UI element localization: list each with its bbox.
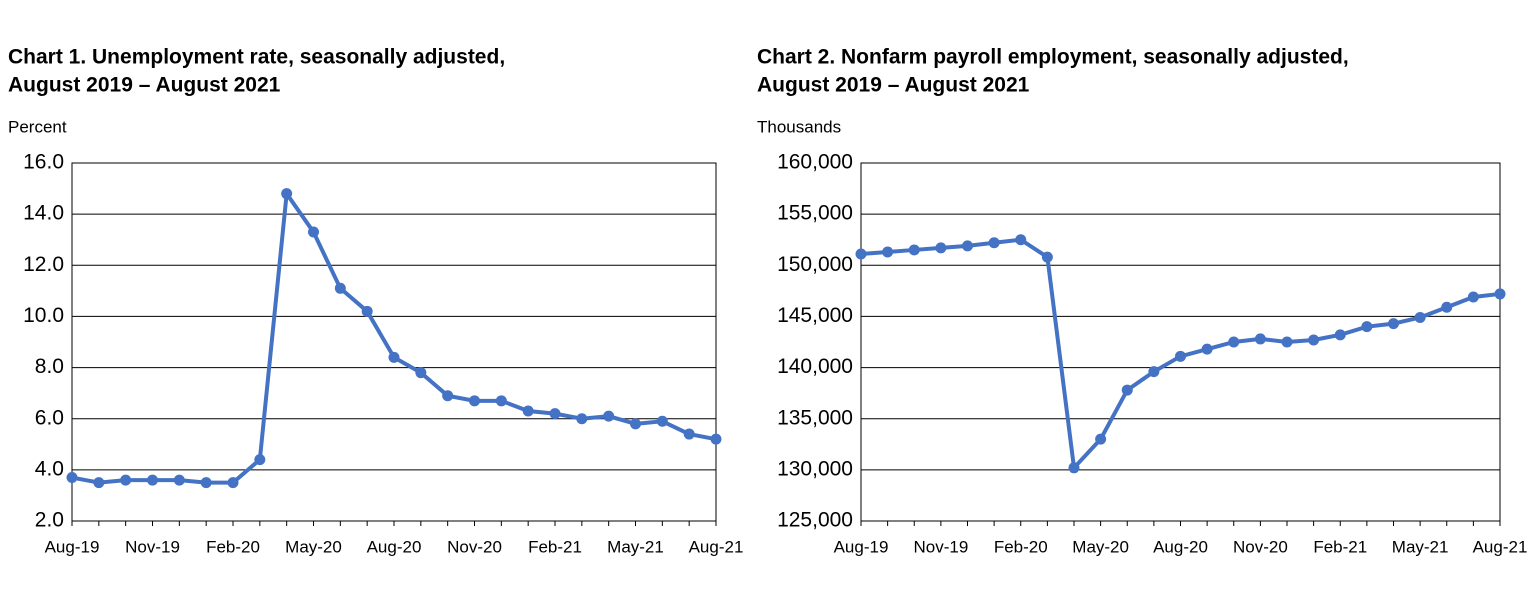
y-tick-label: 130,000 [777, 457, 853, 480]
data-point [710, 433, 722, 445]
y-tick-label: 135,000 [777, 406, 853, 429]
data-point [1334, 329, 1346, 341]
data-point [962, 240, 973, 252]
y-tick-label: 14.0 [23, 202, 64, 225]
y-tick-label: 145,000 [777, 304, 853, 327]
data-point [93, 477, 105, 489]
data-point [576, 413, 588, 425]
x-tick-label: Aug-21 [1473, 537, 1528, 556]
data-point [522, 405, 534, 417]
y-tick-label: 125,000 [777, 509, 853, 532]
data-point [656, 415, 668, 427]
y-tick-label: 16.0 [23, 151, 64, 174]
data-point [1148, 366, 1160, 378]
data-point [173, 474, 185, 486]
x-tick-label: Aug-20 [367, 537, 422, 556]
data-point [1121, 384, 1133, 396]
data-point [66, 472, 78, 484]
data-point [1068, 462, 1080, 474]
data-point [683, 428, 695, 440]
plot-frame [71, 162, 717, 522]
y-tick-label: 12.0 [23, 253, 64, 276]
data-point [227, 477, 239, 489]
data-point [603, 410, 615, 422]
data-point [334, 282, 346, 294]
data-point [1308, 334, 1320, 346]
x-tick-label: May-21 [1392, 537, 1449, 556]
x-tick-label: Aug-21 [689, 537, 744, 556]
x-tick-label: Aug-19 [45, 537, 100, 556]
chart-subtitle: August 2019 – August 2021 [8, 74, 281, 97]
data-point [200, 477, 212, 489]
y-tick-label: 155,000 [777, 202, 853, 225]
data-point [1095, 433, 1107, 445]
data-point [1361, 321, 1373, 333]
x-tick-label: Aug-19 [834, 537, 889, 556]
chart-subtitle: August 2019 – August 2021 [757, 74, 1030, 97]
data-point [308, 226, 319, 238]
data-point [1015, 234, 1027, 246]
y-axis-label: Thousands [757, 117, 841, 136]
data-point [120, 474, 132, 486]
data-point [361, 305, 373, 317]
data-point [1201, 343, 1213, 355]
data-point [908, 244, 920, 256]
data-point [855, 248, 867, 260]
chart-title: Chart 1. Unemployment rate, seasonally a… [8, 46, 505, 69]
data-point [147, 474, 158, 486]
data-point [281, 188, 293, 200]
x-tick-label: May-20 [1072, 537, 1129, 556]
y-tick-label: 150,000 [777, 253, 853, 276]
data-point [495, 395, 507, 407]
data-point [1388, 318, 1399, 330]
y-tick-label: 10.0 [23, 304, 64, 327]
data-point [469, 395, 480, 407]
x-tick-label: Feb-20 [994, 537, 1048, 556]
y-tick-label: 160,000 [777, 151, 853, 174]
data-point [442, 390, 454, 402]
chart-title: Chart 2. Nonfarm payroll employment, sea… [757, 46, 1349, 69]
x-tick-label: Feb-21 [1313, 537, 1367, 556]
y-tick-label: 6.0 [35, 406, 64, 429]
y-axis-label: Percent [8, 117, 67, 136]
x-tick-label: Aug-20 [1153, 537, 1208, 556]
data-point [1254, 333, 1266, 345]
x-tick-label: Nov-19 [913, 537, 968, 556]
data-point [1414, 311, 1426, 323]
x-tick-label: Nov-19 [125, 537, 180, 556]
x-tick-label: May-20 [285, 537, 342, 556]
x-tick-label: May-21 [607, 537, 664, 556]
data-point [254, 454, 266, 466]
y-tick-label: 140,000 [777, 355, 853, 378]
data-point [388, 351, 400, 363]
data-point [1494, 288, 1506, 300]
data-point [549, 408, 561, 420]
y-tick-label: 8.0 [35, 355, 64, 378]
data-point [1281, 336, 1293, 348]
data-point [882, 246, 894, 258]
data-point [988, 237, 1000, 249]
x-tick-label: Feb-21 [528, 537, 582, 556]
data-point [1041, 251, 1053, 263]
plot-frame [860, 162, 1501, 522]
x-tick-label: Nov-20 [447, 537, 502, 556]
y-tick-label: 4.0 [35, 457, 64, 480]
data-point [415, 367, 427, 379]
data-point [1467, 291, 1479, 303]
x-tick-label: Nov-20 [1233, 537, 1288, 556]
y-tick-label: 2.0 [35, 509, 64, 532]
data-point [630, 418, 641, 430]
x-tick-label: Feb-20 [206, 537, 260, 556]
data-point [1228, 336, 1240, 348]
data-point [1175, 350, 1186, 362]
data-point [935, 242, 947, 254]
data-line [71, 188, 717, 485]
data-point [1441, 301, 1453, 313]
